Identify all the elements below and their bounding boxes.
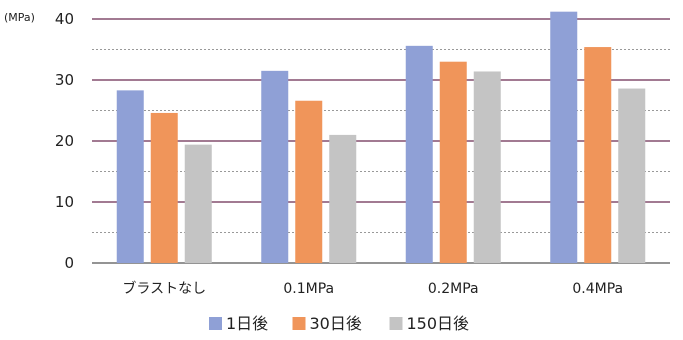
bar	[439, 61, 467, 264]
legend-label: 1日後	[226, 314, 268, 333]
legend-item: 30日後	[292, 314, 362, 333]
legend-label: 150日後	[407, 314, 470, 333]
bar	[261, 70, 289, 263]
bar	[329, 134, 357, 263]
axis-layer: (MPa) 0 10 20 30 40 ブラストなし 0.1MPa 0.2MPa 0.4MPa	[4, 10, 623, 297]
bar	[184, 144, 212, 263]
legend-item: 1日後	[209, 314, 268, 333]
legend-label: 30日後	[310, 314, 362, 333]
x-category-label: 0.4MPa	[572, 281, 623, 297]
bar	[473, 71, 501, 264]
x-category-label: ブラストなし	[122, 280, 206, 297]
legend-swatch	[209, 317, 222, 330]
x-category-label: 0.2MPa	[428, 281, 479, 297]
bar	[550, 11, 578, 264]
bar	[295, 100, 323, 264]
legend-item: 150日後	[389, 314, 470, 333]
bar	[405, 45, 433, 264]
legend: 1日後 30日後 150日後	[209, 314, 469, 333]
y-tick-label: 20	[55, 132, 74, 150]
bar	[618, 88, 646, 263]
bar	[150, 112, 178, 263]
bar	[116, 90, 144, 264]
x-category-label: 0.1MPa	[283, 281, 334, 297]
y-tick-label: 0	[64, 254, 74, 272]
bars-layer	[116, 11, 646, 264]
y-tick-label: 10	[55, 193, 74, 211]
y-tick-label: 30	[55, 71, 74, 89]
y-axis-unit-label: (MPa)	[4, 11, 35, 24]
legend-swatch	[389, 317, 403, 330]
legend-swatch	[292, 317, 306, 330]
bar	[584, 47, 612, 264]
grid-layer	[92, 18, 670, 264]
y-tick-label: 40	[55, 10, 74, 28]
